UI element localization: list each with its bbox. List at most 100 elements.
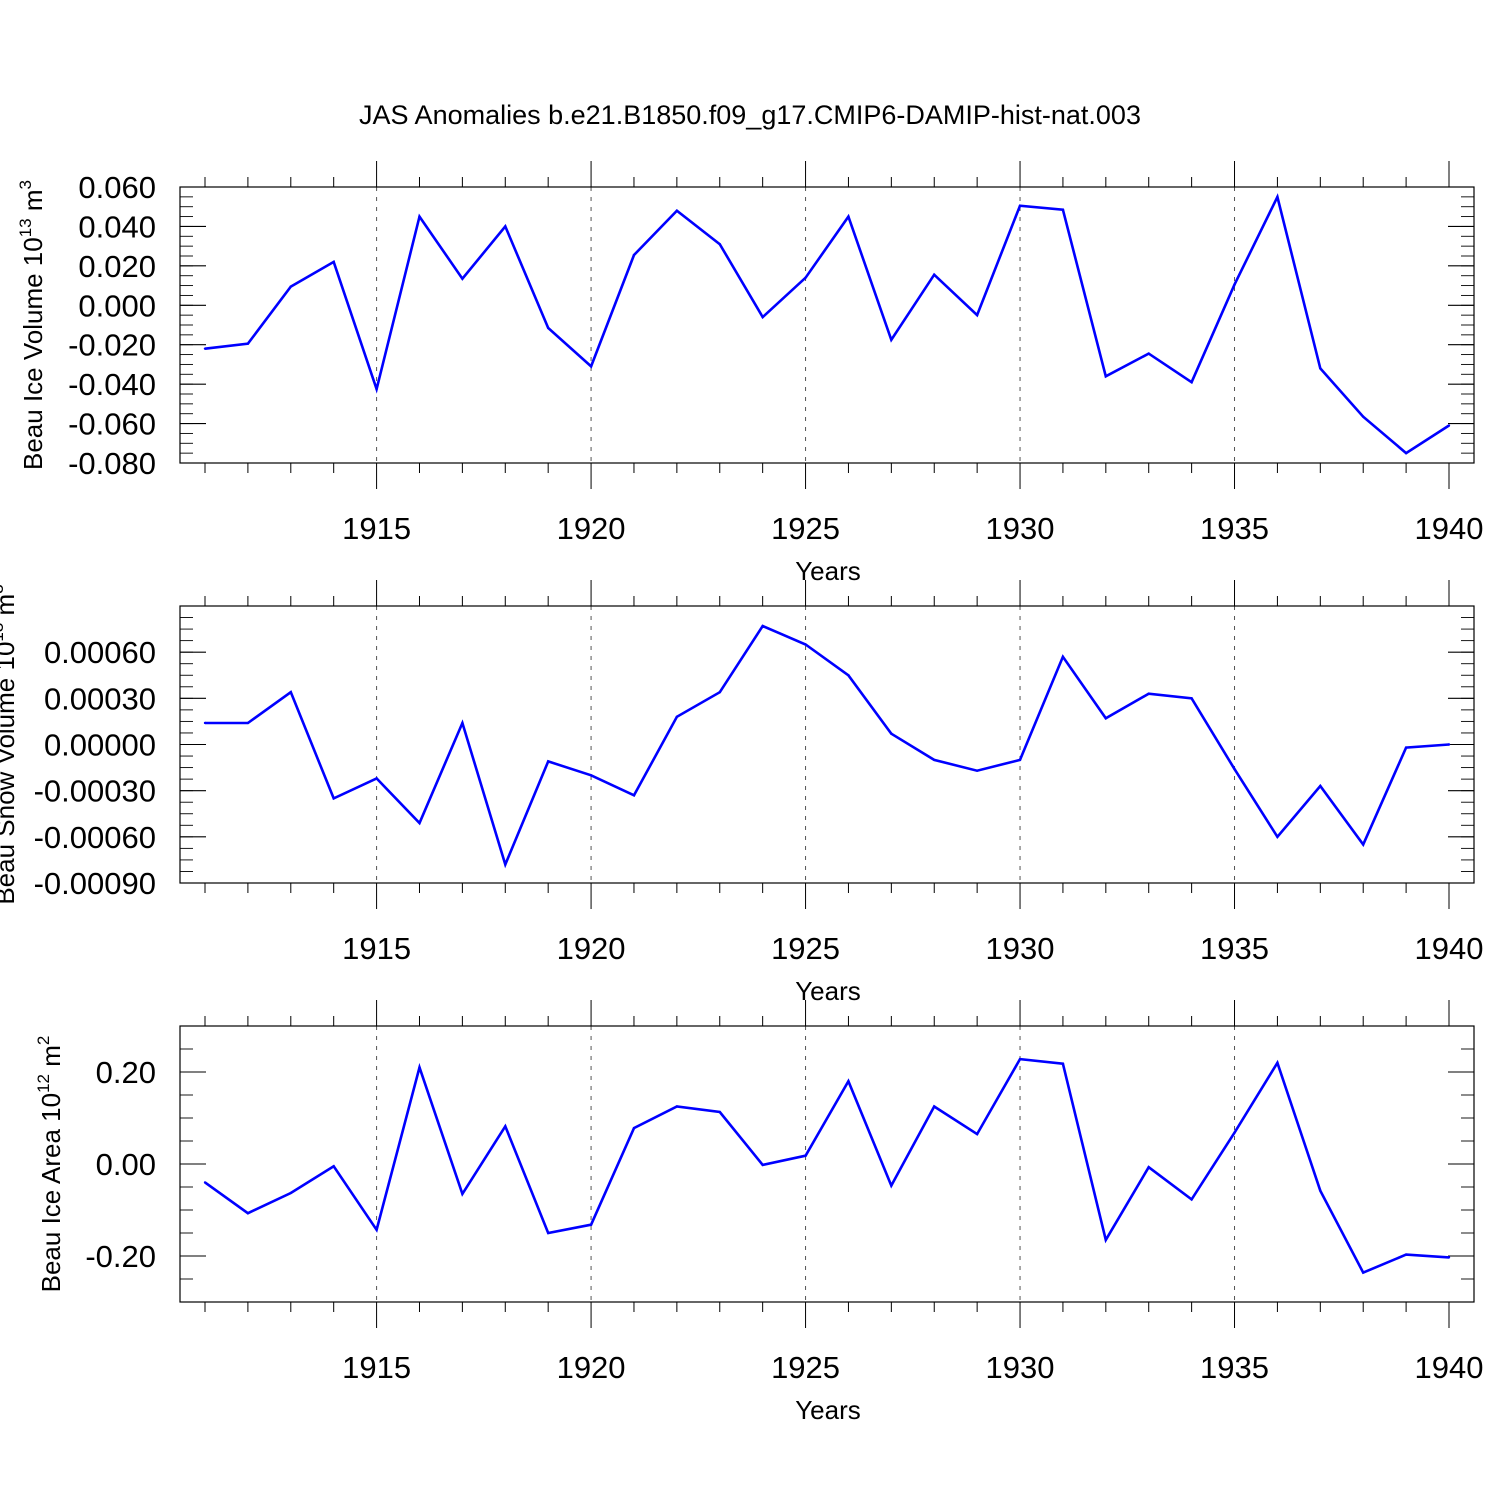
data-point-1931 bbox=[1061, 208, 1065, 211]
x-tick-label-1930: 1930 bbox=[986, 1350, 1055, 1385]
data-point-1912 bbox=[246, 721, 250, 725]
data-point-1928 bbox=[933, 273, 936, 276]
y-tick-label: -0.040 bbox=[68, 367, 156, 402]
y-tick-label: -0.00090 bbox=[34, 866, 156, 901]
x-tick-label-1925: 1925 bbox=[771, 1350, 840, 1385]
data-point-1938 bbox=[1362, 415, 1365, 418]
data-point-1917 bbox=[461, 277, 464, 280]
data-point-1915 bbox=[375, 1228, 378, 1231]
data-point-1939 bbox=[1404, 746, 1408, 749]
data-point-1913 bbox=[289, 1191, 292, 1195]
x-tick-label-1940: 1940 bbox=[1415, 1350, 1484, 1385]
x-tick-label-1935: 1935 bbox=[1200, 931, 1269, 966]
data-point-1935 bbox=[1233, 767, 1236, 771]
data-point-1930 bbox=[1018, 1057, 1022, 1061]
y-tick-label: -0.060 bbox=[68, 407, 156, 442]
data-point-1924 bbox=[761, 624, 764, 628]
y-axis-label: Beau Ice Volume 1013 m3 bbox=[16, 180, 48, 470]
x-tick-label-1930: 1930 bbox=[986, 931, 1055, 966]
data-point-1912 bbox=[246, 1212, 250, 1215]
y-tick-label: 0.00 bbox=[96, 1147, 156, 1182]
data-point-1932 bbox=[1104, 1238, 1108, 1242]
x-axis-label: Years bbox=[795, 1395, 861, 1425]
data-point-1925 bbox=[804, 276, 807, 279]
data-point-1925 bbox=[804, 1154, 807, 1157]
data-point-1911 bbox=[203, 1181, 207, 1184]
series-line-snow-volume bbox=[205, 624, 1450, 869]
data-point-1923 bbox=[718, 242, 721, 246]
data-point-1936 bbox=[1276, 835, 1279, 839]
y-axis-label: Beau Snow Volume 1013 m3 bbox=[0, 584, 20, 904]
x-tick-label-1935: 1935 bbox=[1200, 1350, 1269, 1385]
data-point-1940 bbox=[1447, 424, 1451, 427]
data-point-1932 bbox=[1104, 375, 1108, 378]
data-point-1924 bbox=[761, 1163, 764, 1167]
data-point-1928 bbox=[933, 758, 936, 762]
panel-snow-volume: -0.00090 -0.00060 -0.00030 0.00000 0.00030 0.… bbox=[0, 580, 1483, 1006]
x-tick-label-1925: 1925 bbox=[771, 931, 840, 966]
data-point-1934 bbox=[1190, 697, 1193, 700]
x-tick-label-1920: 1920 bbox=[557, 1350, 626, 1385]
data-point-1934 bbox=[1190, 380, 1193, 384]
x-tick-label-1915: 1915 bbox=[342, 1350, 411, 1385]
data-point-1922 bbox=[675, 1105, 679, 1108]
y-tick-label: 0.000 bbox=[78, 288, 156, 323]
y-tick-label: 0.00000 bbox=[44, 728, 156, 763]
data-point-1926 bbox=[847, 215, 850, 218]
data-point-1918 bbox=[504, 225, 507, 228]
x-tick-label-1940: 1940 bbox=[1415, 511, 1484, 546]
data-point-1940 bbox=[1447, 743, 1451, 746]
data-point-1938 bbox=[1362, 843, 1365, 846]
data-point-1916 bbox=[418, 215, 421, 218]
data-point-1933 bbox=[1147, 1166, 1150, 1169]
data-point-1919 bbox=[546, 326, 550, 330]
data-point-1938 bbox=[1362, 1271, 1365, 1274]
panel-ice-area: -0.20 0.00 0.20 1915 1920 1925 1930 1935 1940 Yea… bbox=[34, 1000, 1483, 1425]
data-point-1915 bbox=[375, 777, 378, 780]
data-point-1926 bbox=[847, 674, 850, 677]
x-tick-label-1935: 1935 bbox=[1200, 511, 1269, 546]
data-point-1920 bbox=[589, 365, 593, 368]
data-point-1911 bbox=[203, 347, 207, 350]
x-tick-label-1940: 1940 bbox=[1415, 931, 1484, 966]
x-tick-label-1920: 1920 bbox=[557, 931, 626, 966]
y-tick-label: 0.00030 bbox=[44, 681, 156, 716]
data-point-1914 bbox=[332, 260, 335, 264]
data-point-1922 bbox=[675, 209, 679, 212]
data-point-1926 bbox=[847, 1080, 850, 1083]
data-point-1918 bbox=[504, 863, 507, 866]
data-point-1914 bbox=[332, 797, 335, 800]
data-point-1937 bbox=[1319, 784, 1322, 788]
data-point-1922 bbox=[675, 715, 679, 718]
data-point-1917 bbox=[461, 1192, 464, 1196]
data-point-1928 bbox=[933, 1105, 936, 1108]
x-tick-label-1920: 1920 bbox=[557, 511, 626, 546]
y-tick-label: 0.040 bbox=[78, 209, 156, 244]
y-tick-label: 0.020 bbox=[78, 249, 156, 284]
data-point-1912 bbox=[246, 342, 250, 345]
y-tick-label: -0.00060 bbox=[34, 820, 156, 855]
data-point-1923 bbox=[718, 1110, 721, 1114]
y-tick-label: -0.080 bbox=[68, 446, 156, 481]
data-point-1919 bbox=[546, 760, 550, 763]
series-line-ice-area bbox=[204, 1057, 1450, 1275]
data-point-1918 bbox=[504, 1125, 507, 1128]
data-point-1927 bbox=[890, 1184, 893, 1187]
data-point-1929 bbox=[975, 313, 979, 317]
x-tick-label-1915: 1915 bbox=[342, 511, 411, 546]
data-point-1920 bbox=[589, 774, 593, 777]
data-point-1920 bbox=[589, 1223, 593, 1226]
data-point-1913 bbox=[289, 285, 292, 288]
data-point-1936 bbox=[1276, 195, 1279, 199]
y-tick-label: -0.00030 bbox=[34, 774, 156, 809]
data-point-1921 bbox=[632, 1126, 636, 1130]
data-point-1916 bbox=[418, 821, 421, 825]
data-point-1911 bbox=[203, 721, 207, 725]
data-point-1923 bbox=[718, 690, 721, 694]
y-tick-label: 0.060 bbox=[78, 170, 156, 205]
data-point-1930 bbox=[1018, 758, 1022, 762]
data-point-1935 bbox=[1233, 1131, 1236, 1134]
y-axis-label: Beau Ice Area 1012 m2 bbox=[34, 1036, 66, 1293]
x-tick-label-1925: 1925 bbox=[771, 511, 840, 546]
